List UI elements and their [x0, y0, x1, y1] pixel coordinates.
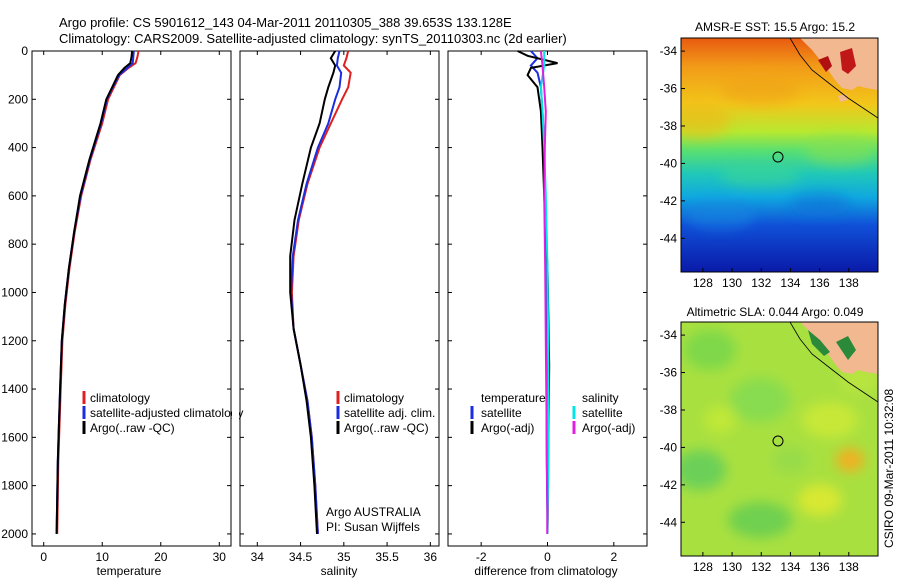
map-x-tick-label: 132	[751, 276, 771, 290]
map-x-tick-label: 136	[810, 560, 830, 574]
map-x-tick-label: 138	[839, 276, 859, 290]
y-tick-label: 2000	[1, 527, 28, 541]
map-y-tick-label: -38	[660, 119, 678, 133]
map-x-tick-label: 130	[722, 276, 742, 290]
sla-coast-green-2	[836, 336, 856, 360]
temperature-xlabel: temperature	[97, 564, 162, 578]
series-line	[539, 51, 550, 534]
salinity-xlabel: salinity	[321, 564, 358, 578]
series-line	[289, 50, 337, 534]
header-line1: Argo profile: CS 5901612_143 04-Mar-2011…	[59, 15, 512, 30]
legend-label-satellite-sal: satellite	[582, 406, 623, 420]
series-line	[55, 50, 134, 534]
x-tick-label: 35	[337, 550, 351, 564]
legend-label-argo: Argo(..raw -QC)	[90, 421, 175, 435]
map-y-tick-label: -44	[660, 231, 678, 245]
sst-gulf-warm	[818, 56, 832, 72]
map-x-tick-label: 138	[839, 560, 859, 574]
x-tick-label: 0	[40, 550, 47, 564]
map-y-tick-label: -44	[660, 515, 678, 529]
csiro-timestamp: CSIRO 09-Mar-2011 10:32:08	[882, 388, 896, 548]
legend-label-satellite-temp: satellite	[481, 406, 522, 420]
legend-label-satellite: satellite-adjusted climatology	[90, 406, 243, 420]
map-x-tick-label: 134	[780, 276, 800, 290]
map-y-tick-label: -38	[660, 403, 678, 417]
map-y-tick-label: -42	[660, 478, 678, 492]
x-tick-label: 34	[251, 550, 265, 564]
map-x-tick-label: 136	[810, 276, 830, 290]
y-tick-label: 1200	[1, 334, 28, 348]
map-y-tick-label: -34	[660, 44, 678, 58]
sst-map	[681, 38, 878, 272]
map-y-tick-label: -42	[660, 194, 678, 208]
sla-map	[681, 322, 878, 556]
x-tick-label: 10	[96, 550, 110, 564]
difference-legend: temperature satellite Argo(-adj) salinit…	[470, 391, 635, 435]
legend-label-satellite: satellite adj. clim.	[344, 406, 435, 420]
x-tick-label: -2	[476, 550, 487, 564]
legend-title-salinity: salinity	[582, 391, 619, 405]
x-tick-label: 2	[610, 550, 617, 564]
temperature-panel	[31, 50, 232, 547]
map-x-tick-label: 130	[722, 560, 742, 574]
map-y-tick-label: -36	[660, 82, 678, 96]
y-tick-label: 0	[21, 44, 28, 58]
argo-annotation-line2: PI: Susan Wijffels	[326, 520, 420, 534]
x-tick-label: 35.5	[375, 550, 399, 564]
y-tick-label: 1800	[1, 479, 28, 493]
series-line	[539, 50, 549, 534]
salinity-panel	[239, 50, 440, 547]
legend-label-climatology: climatology	[90, 391, 150, 405]
legend-label-argo: Argo(..raw -QC)	[344, 421, 429, 435]
sla-land	[800, 322, 878, 374]
sst-argo-marker	[772, 151, 784, 163]
legend-label-argo-temp: Argo(-adj)	[481, 421, 534, 435]
y-tick-label: 1400	[1, 382, 28, 396]
x-tick-label: 0	[544, 550, 551, 564]
y-tick-label: 600	[8, 189, 28, 203]
legend-title-temperature: temperature	[481, 391, 546, 405]
sla-map-frame	[680, 321, 879, 557]
legend-label-climatology: climatology	[344, 391, 404, 405]
sla-coast-green	[808, 330, 830, 356]
sst-map-title: AMSR-E SST: 15.5 Argo: 15.2	[695, 20, 855, 34]
x-tick-label: 30	[213, 550, 227, 564]
map-y-tick-label: -40	[660, 156, 678, 170]
header-line2: Climatology: CARS2009. Satellite-adjuste…	[59, 31, 567, 46]
y-tick-label: 1600	[1, 430, 28, 444]
argo-annotation-line1: Argo AUSTRALIA	[326, 505, 421, 519]
map-x-tick-label: 128	[693, 276, 713, 290]
map-x-tick-label: 134	[780, 560, 800, 574]
salinity-legend: climatology satellite adj. clim. Argo(..…	[336, 391, 435, 435]
sla-shelf-line	[789, 322, 878, 403]
x-tick-label: 34.5	[289, 550, 313, 564]
sst-shelf-line	[789, 38, 878, 119]
sst-gulf-warm-2	[840, 48, 856, 74]
map-x-tick-label: 132	[751, 560, 771, 574]
sst-land	[800, 38, 878, 90]
x-tick-label: 20	[154, 550, 168, 564]
y-tick-label: 1000	[1, 285, 28, 299]
sla-argo-marker	[772, 435, 784, 447]
map-y-tick-label: -36	[660, 366, 678, 380]
temperature-legend: climatology satellite-adjusted climatolo…	[82, 391, 243, 435]
map-y-tick-label: -40	[660, 440, 678, 454]
difference-xlabel: difference from climatology	[474, 564, 617, 578]
y-tick-label: 400	[8, 141, 28, 155]
legend-label-argo-sal: Argo(-adj)	[582, 421, 635, 435]
map-y-tick-label: -34	[660, 328, 678, 342]
x-tick-label: 36	[424, 550, 438, 564]
sla-map-title: Altimetric SLA: 0.044 Argo: 0.049	[687, 305, 864, 319]
y-tick-label: 800	[8, 237, 28, 251]
map-x-tick-label: 128	[693, 560, 713, 574]
sst-map-frame	[680, 37, 879, 273]
y-tick-label: 200	[8, 92, 28, 106]
